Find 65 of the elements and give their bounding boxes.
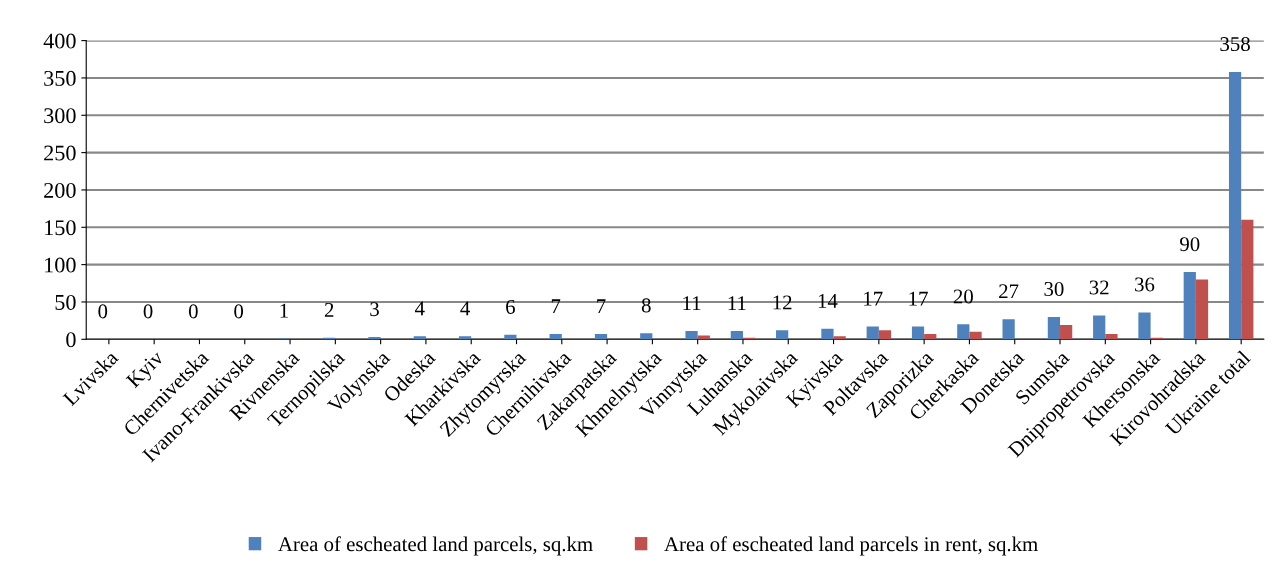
data-label: 4 (460, 301, 470, 316)
y-tick-label: 350 (44, 70, 76, 86)
bar (368, 337, 381, 340)
data-label: 6 (506, 299, 515, 314)
bar (413, 336, 426, 340)
data-label: 90 (1180, 237, 1200, 252)
data-label: 0 (234, 304, 244, 319)
data-label: 7 (551, 299, 561, 313)
y-tick-label: 100 (45, 257, 76, 273)
data-label: 32 (1089, 280, 1109, 295)
data-label: 0 (143, 304, 153, 319)
y-tick-label: 0 (66, 332, 76, 348)
bar (685, 331, 698, 340)
bar (1002, 319, 1015, 340)
bar (833, 336, 846, 340)
data-label: 30 (1044, 281, 1064, 296)
data-label: 36 (1135, 277, 1155, 292)
bar (776, 330, 789, 340)
data-label: 358 (1220, 37, 1250, 52)
bar (924, 334, 937, 340)
bar (911, 326, 925, 340)
data-label: 8 (641, 298, 651, 313)
bar (1241, 219, 1254, 340)
legend-label: Area of escheated land parcels in rent, sq.km (664, 536, 1038, 556)
bar (1047, 316, 1061, 340)
data-label: 12 (773, 295, 792, 310)
data-label: 11 (683, 296, 701, 310)
data-label: 2 (324, 302, 334, 317)
bar (504, 334, 517, 340)
data-label: 4 (415, 301, 425, 316)
data-label: 14 (818, 293, 838, 308)
data-label: 1 (280, 303, 288, 318)
bar (1105, 334, 1118, 340)
bar (1138, 312, 1151, 340)
data-label: 20 (953, 289, 973, 304)
bar (1060, 325, 1073, 340)
bar (969, 331, 982, 340)
legend-label: Area of escheated land parcels, sq.km (278, 536, 593, 556)
y-tick-label: 400 (43, 33, 76, 49)
y-tick-label: 50 (55, 294, 76, 310)
bar (957, 324, 970, 340)
data-label: 17 (909, 291, 928, 306)
y-tick-label: 300 (44, 108, 76, 124)
bar (1228, 71, 1242, 340)
y-tick-label: 200 (44, 182, 76, 198)
data-label: 0 (98, 304, 108, 319)
data-label: 11 (728, 296, 746, 310)
data-label: 7 (597, 299, 606, 313)
y-tick-label: 150 (45, 220, 76, 236)
data-label: 17 (864, 291, 883, 306)
data-label: 3 (370, 302, 379, 317)
bar (640, 333, 653, 340)
bar (458, 336, 472, 340)
bar (1093, 315, 1106, 340)
bar (549, 334, 562, 340)
bar (594, 334, 608, 340)
bar (866, 326, 879, 340)
bar (821, 328, 834, 340)
bar (878, 330, 892, 340)
y-tick-label: 250 (44, 145, 76, 161)
bar (1183, 272, 1196, 340)
data-label: 0 (188, 304, 198, 319)
bar (1195, 279, 1209, 340)
bar (730, 331, 743, 340)
data-label: 27 (999, 284, 1019, 299)
